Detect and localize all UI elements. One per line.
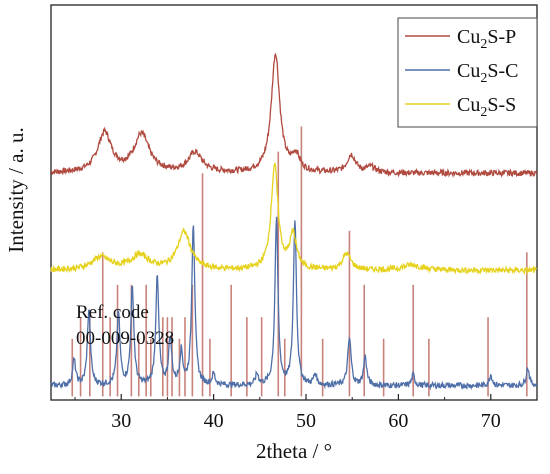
series-line-cu2s-c bbox=[50, 216, 538, 391]
x-tick-label: 40 bbox=[204, 410, 224, 432]
legend-label: Cu2S-C bbox=[457, 60, 518, 86]
reference-label-line1: Ref. code bbox=[76, 302, 149, 323]
series-line-cu2s-s bbox=[50, 162, 538, 276]
x-tick-label: 70 bbox=[481, 410, 501, 432]
x-axis: 30 40 50 60 70 bbox=[74, 394, 501, 432]
plot-frame bbox=[50, 4, 538, 401]
y-axis-label: Intensity / a. u. bbox=[4, 127, 28, 252]
x-tick-label: 50 bbox=[296, 410, 316, 432]
legend-label: Cu2S-S bbox=[457, 94, 516, 120]
x-tick-label: 30 bbox=[111, 410, 131, 432]
x-tick-label: 60 bbox=[388, 410, 408, 432]
legend: Cu2S-P Cu2S-C Cu2S-S bbox=[397, 17, 538, 128]
legend-label: Cu2S-P bbox=[457, 26, 516, 52]
series-layer bbox=[50, 52, 538, 391]
x-axis-label: 2theta / ° bbox=[256, 439, 332, 463]
reference-label-line2: 00-009-0328 bbox=[76, 328, 174, 349]
series-line-cu2s-p bbox=[50, 52, 538, 179]
